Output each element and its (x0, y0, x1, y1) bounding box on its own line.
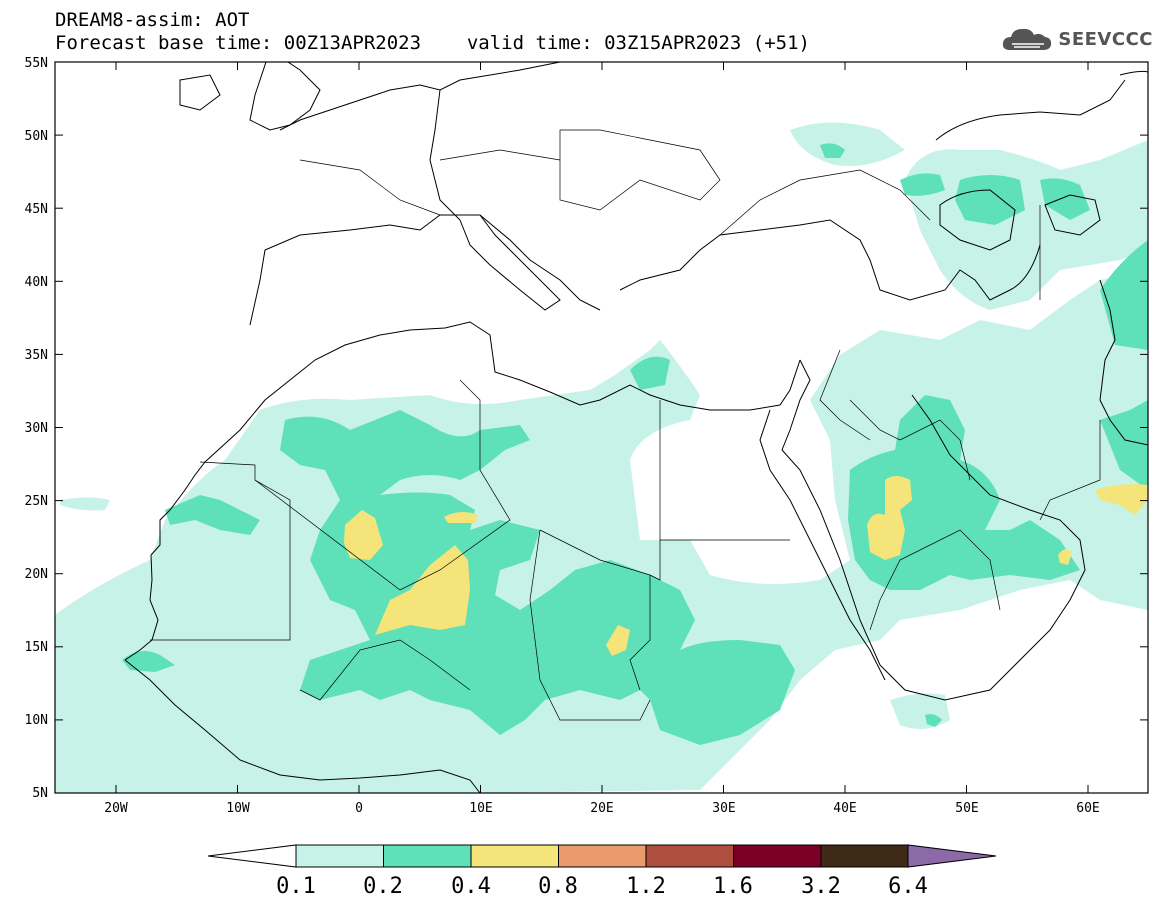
colorbar-box (820, 844, 909, 868)
colorbar-label: 3.2 (801, 874, 841, 899)
forecast-base-time: Forecast base time: 00Z13APR2023 (55, 32, 422, 54)
seevccc-logo: SEEVCCC (1000, 22, 1153, 56)
colorbar-label: 6.4 (888, 874, 928, 899)
colorbar-label: 0.4 (451, 874, 491, 899)
lat-tick-label: 15N (25, 640, 48, 655)
lat-tick-label: 30N (25, 421, 48, 436)
lat-tick-label: 10N (25, 713, 48, 728)
lon-tick-label: 30E (712, 801, 735, 816)
colorbar-box (558, 844, 647, 868)
colorbar-box (645, 844, 734, 868)
valid-time: valid time: 03Z15APR2023 (+51) (466, 32, 810, 54)
colorbar-box (383, 844, 472, 868)
colorbar-box (470, 844, 559, 868)
lat-tick-label: 55N (25, 56, 48, 71)
lat-tick-label: 45N (25, 202, 48, 217)
lat-tick-label: 20N (25, 567, 48, 582)
lon-tick-label: 50E (955, 801, 978, 816)
colorbar: 0.1 0.2 0.4 0.8 1.2 1.6 3.2 6.4 (207, 844, 997, 899)
colorbar-under-arrow (207, 844, 297, 868)
lat-tick-label: 5N (32, 786, 48, 801)
lat-axis-labels: 55N 50N 45N 40N 35N 30N 25N 20N 15N 10N … (25, 56, 48, 801)
logo-text: SEEVCCC (1058, 28, 1153, 50)
aot-level-0.2 (122, 143, 1148, 745)
lon-tick-label: 40E (833, 801, 856, 816)
axis-ticks (55, 61, 1148, 794)
colorbar-over-arrow (907, 844, 997, 868)
map-coastlines (124, 62, 1148, 793)
colorbar-box (733, 844, 822, 868)
cloud-icon (1003, 28, 1052, 50)
time-info: Forecast base time: 00Z13APR2023 valid t… (55, 33, 810, 53)
lon-tick-label: 60E (1076, 801, 1099, 816)
lat-tick-label: 40N (25, 275, 48, 290)
lat-tick-label: 35N (25, 348, 48, 363)
lon-axis-labels: 20W 10W 0 10E 20E 30E 40E 50E 60E (104, 801, 1099, 816)
map-title: DREAM8-assim: AOT (55, 9, 250, 31)
lon-tick-label: 0 (355, 801, 363, 816)
aot-level-0.4 (344, 476, 1148, 656)
lon-tick-label: 10E (469, 801, 492, 816)
colorbar-label: 1.6 (713, 874, 753, 899)
lon-tick-label: 10W (226, 801, 250, 816)
lat-tick-label: 25N (25, 494, 48, 509)
lon-tick-label: 20W (104, 801, 128, 816)
lon-tick-label: 20E (590, 801, 613, 816)
colorbar-label: 0.1 (276, 874, 316, 899)
colorbar-label: 0.8 (538, 874, 578, 899)
lat-tick-label: 50N (25, 129, 48, 144)
colorbar-label: 0.2 (363, 874, 403, 899)
colorbar-box (295, 844, 384, 868)
aot-shading (55, 122, 1148, 793)
colorbar-label: 1.2 (626, 874, 666, 899)
